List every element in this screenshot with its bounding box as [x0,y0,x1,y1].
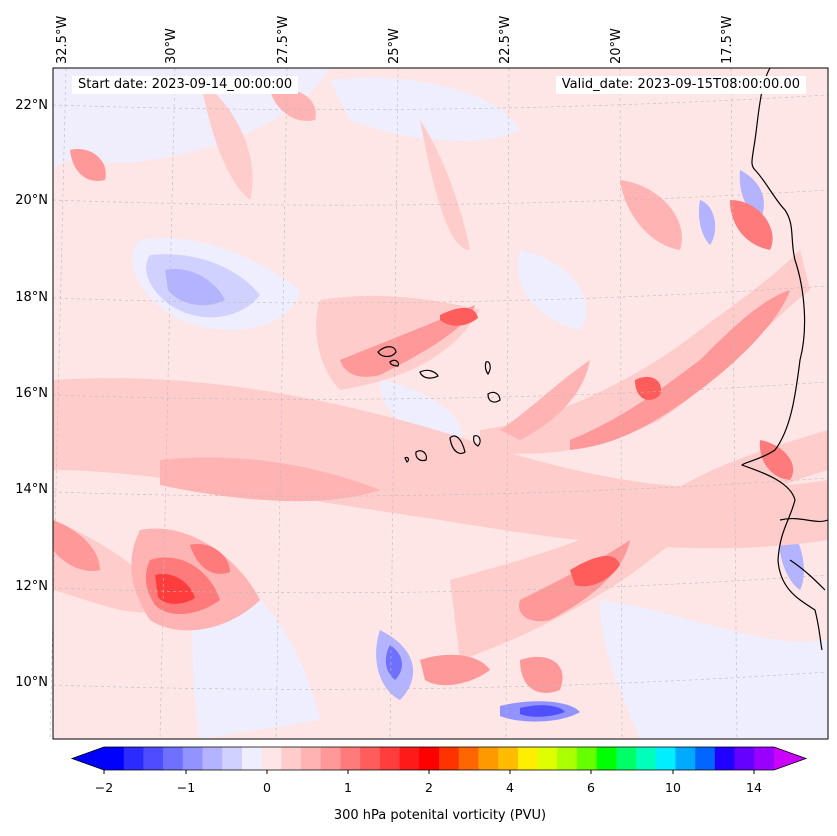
colorbar-swatch [379,747,401,770]
colorbar-swatch [281,747,302,770]
lon-label: 27.5°W [276,15,291,64]
colorbar-swatch [695,747,716,770]
lat-label: 12°N [15,579,48,594]
colorbar-tick: 4 [506,780,514,795]
lon-label: 32.5°W [55,15,70,64]
colorbar-tick: 2 [425,780,433,795]
colorbar [70,746,808,774]
colorbar-swatch [734,747,755,770]
colorbar-extend-high [774,747,806,770]
colorbar-swatch [439,747,460,770]
colorbar-swatch [517,747,539,770]
colorbar-swatch [202,747,223,770]
colorbar-swatch [399,747,420,770]
colorbar-swatch [419,747,440,770]
colorbar-swatch [163,747,184,770]
colorbar-label: 300 hPa potenital vorticity (PVU) [333,808,547,823]
lon-label: 30°W [164,28,179,64]
cabo-verde-islands [377,346,501,463]
colorbar-swatch [616,747,637,770]
lon-label: 17.5°W [720,15,735,64]
lat-label: 20°N [15,193,48,208]
colorbar-swatch [478,747,499,770]
colorbar-swatch [596,747,617,770]
coastline [740,67,829,651]
colorbar-swatch [754,747,775,770]
colorbar-swatch [123,747,145,770]
pv-field [53,68,828,739]
colorbar-tick: 1 [344,780,352,795]
colorbar-swatch [360,747,381,770]
colorbar-swatch [261,747,282,770]
colorbar-swatch [576,747,598,770]
colorbar-extend-low [72,747,104,770]
colorbar-tick: −2 [94,780,114,795]
colorbar-swatch [557,747,578,770]
start-date-label: Start date: 2023-09-14_00:00:00 [72,76,299,94]
map-frame [52,67,829,740]
lat-label: 18°N [15,290,48,305]
colorbar-tick: 6 [587,780,595,795]
colorbar-swatch [498,747,519,770]
colorbar-swatch [241,747,263,770]
colorbar-swatch [222,747,243,770]
colorbar-swatch [340,747,361,770]
colorbar-swatch [537,747,558,770]
colorbar-tick: −1 [176,780,196,795]
colorbar-swatch [675,747,696,770]
colorbar-swatch [714,747,736,770]
colorbar-swatch [458,747,480,770]
lon-label: 22.5°W [498,15,513,64]
lat-label: 22°N [15,98,48,113]
lat-label: 14°N [15,482,48,497]
colorbar-swatch [104,747,125,770]
valid-date-label: Valid_date: 2023-09-15T08:00:00.00 [555,76,806,94]
colorbar-swatch [301,747,322,770]
colorbar-tick: 0 [263,780,271,795]
lat-label: 10°N [15,675,48,690]
lon-label: 25°W [387,28,402,64]
lat-label: 16°N [15,386,48,401]
colorbar-swatch [320,747,342,770]
lon-label: 20°W [609,28,624,64]
colorbar-tick: 14 [746,780,762,795]
colorbar-swatch [655,747,677,770]
colorbar-swatch [143,747,164,770]
colorbar-swatch [636,747,657,770]
colorbar-tick: 10 [665,780,681,795]
colorbar-swatch [182,747,204,770]
